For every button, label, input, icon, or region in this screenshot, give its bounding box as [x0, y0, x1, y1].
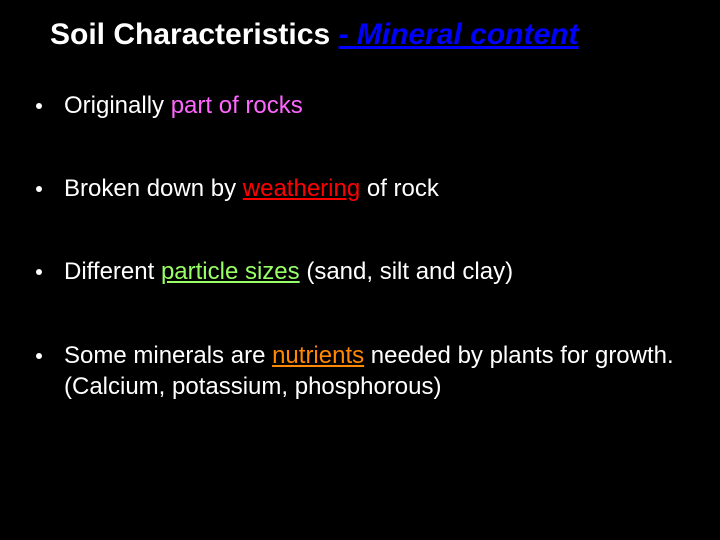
bullet-segment: Some minerals are [64, 342, 272, 369]
bullet-segment: nutrients [272, 342, 364, 369]
title-plain: Soil Characteristics [50, 18, 338, 51]
slide: Soil Characteristics - Mineral content O… [0, 0, 720, 540]
bullet-dot-icon [36, 186, 42, 192]
bullet-item: Originally part of rocks [36, 90, 692, 121]
bullet-segment: (sand, silt and clay) [300, 258, 513, 285]
title-accent: - Mineral content [338, 18, 578, 51]
bullet-segment: of rock [360, 175, 439, 202]
bullet-text: Originally part of rocks [64, 90, 692, 121]
bullet-item: Some minerals are nutrients needed by pl… [36, 340, 692, 402]
bullet-dot-icon [36, 269, 42, 275]
bullet-text: Some minerals are nutrients needed by pl… [64, 340, 692, 402]
bullet-list: Originally part of rocks Broken down by w… [28, 90, 692, 402]
bullet-segment: Broken down by [64, 175, 243, 202]
bullet-segment: Originally [64, 92, 171, 119]
bullet-dot-icon [36, 103, 42, 109]
bullet-dot-icon [36, 353, 42, 359]
slide-title: Soil Characteristics - Mineral content [50, 18, 692, 52]
bullet-text: Different particle sizes (sand, silt and… [64, 256, 692, 287]
bullet-segment: weathering [243, 175, 360, 202]
bullet-segment: part of rocks [171, 92, 303, 119]
bullet-text: Broken down by weathering of rock [64, 173, 692, 204]
bullet-item: Different particle sizes (sand, silt and… [36, 256, 692, 287]
bullet-segment: Different [64, 258, 161, 285]
bullet-item: Broken down by weathering of rock [36, 173, 692, 204]
bullet-segment: particle sizes [161, 258, 300, 285]
